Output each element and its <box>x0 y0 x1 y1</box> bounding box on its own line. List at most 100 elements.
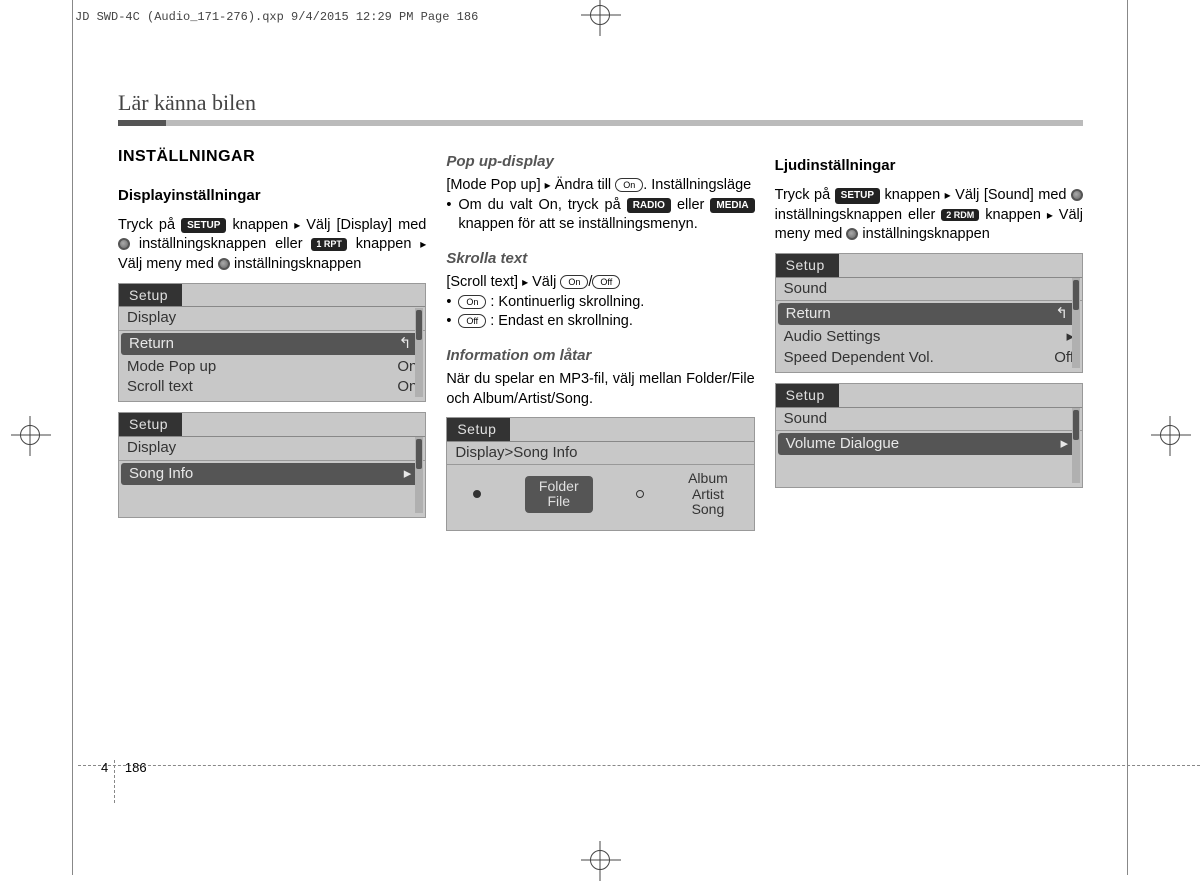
text: Välj [Display] med <box>306 217 426 233</box>
screen-row-selected[interactable]: Return ↰ <box>121 333 419 355</box>
registration-mark-left <box>20 425 40 445</box>
chevron-right-icon: ▸ <box>404 464 412 484</box>
sound-instructions: Tryck på SETUP knappen Välj [Sound] med … <box>775 186 1083 245</box>
on-pill: On <box>458 295 486 309</box>
text: Tryck på <box>118 217 181 233</box>
row-label: Speed Dependent Vol. <box>784 348 934 368</box>
radio-selected-icon[interactable] <box>473 490 481 498</box>
text: Om du valt On, tryck på <box>458 197 626 213</box>
arrow-right-icon <box>545 177 551 193</box>
arrow-right-icon <box>522 274 528 290</box>
heading-song-info: Information om låtar <box>446 346 754 366</box>
screen-row-selected[interactable]: Song Info ▸ <box>121 463 419 485</box>
column-1: INSTÄLLNINGAR Displayinställningar Tryck… <box>118 146 426 541</box>
arrow-right-icon <box>294 217 300 233</box>
screen-row-selected[interactable]: Return ↰ <box>778 303 1076 325</box>
row-value: On <box>397 357 417 377</box>
row-label: Scroll text <box>127 377 193 397</box>
text: knappen <box>356 236 421 252</box>
screen-breadcrumb: Display <box>119 436 425 460</box>
text: Välj meny med <box>118 256 218 272</box>
screen-row-selected[interactable]: Volume Dialogue ▸ <box>778 433 1076 455</box>
screen-tab: Setup <box>776 254 839 277</box>
song-info-text: När du spelar en MP3-fil, välj mellan Fo… <box>446 370 754 409</box>
text: eller <box>677 197 710 213</box>
text: Välj [Sound] med <box>955 187 1071 203</box>
text: Song <box>688 502 728 517</box>
option-folder-file[interactable]: Folder File <box>525 476 593 513</box>
screen-tab: Setup <box>119 284 182 307</box>
screen-breadcrumb: Display>Song Info <box>447 441 753 465</box>
arrow-right-icon <box>420 236 426 252</box>
row-label: Return <box>129 334 174 354</box>
scroll-bullet-off: Off : Endast en skrollning. <box>446 312 754 332</box>
section-title: Lär känna bilen <box>118 90 1083 120</box>
footer-dashed-line <box>78 765 1200 766</box>
knob-icon <box>218 258 230 270</box>
screen-breadcrumb: Sound <box>776 277 1082 301</box>
media-button-label: MEDIA <box>710 198 754 214</box>
scrollbar[interactable] <box>1072 278 1080 368</box>
text: . Inställningsläge <box>643 177 751 193</box>
scroll-text: [Scroll text] Välj On/Off <box>446 273 754 293</box>
page-folio: 4 186 <box>95 760 147 775</box>
rdm-button-label: 2 RDM <box>941 209 979 221</box>
heading-popup: Pop up-display <box>446 152 754 172</box>
text: inställningsknappen eller <box>139 236 312 252</box>
chapter-number: 4 <box>95 760 115 803</box>
text: knappen för att se inställningsmenyn. <box>458 216 697 232</box>
text: Välj <box>532 274 560 290</box>
text: inställningsknappen <box>234 256 361 272</box>
text: knappen <box>233 217 295 233</box>
text: : Endast en skrollning. <box>490 313 633 329</box>
screen-tab: Setup <box>447 418 510 441</box>
row-label: Volume Dialogue <box>786 434 899 454</box>
screen-row[interactable]: Speed Dependent Vol. Off <box>776 348 1082 368</box>
row-label: Audio Settings <box>784 327 881 347</box>
text: Artist <box>688 487 728 502</box>
screen-tab: Setup <box>776 384 839 407</box>
registration-mark-bottom <box>590 850 610 870</box>
knob-icon <box>1071 189 1083 201</box>
display-instructions: Tryck på SETUP knappen Välj [Display] me… <box>118 216 426 275</box>
registration-mark-right <box>1160 425 1180 445</box>
screen-row[interactable]: Mode Pop up On <box>119 357 425 377</box>
arrow-right-icon <box>945 187 951 203</box>
page-number: 186 <box>119 760 147 775</box>
radio-unselected-icon[interactable] <box>636 490 644 498</box>
screen-row[interactable]: Audio Settings ▸ <box>776 327 1082 347</box>
text: Tryck på <box>775 187 835 203</box>
on-pill: On <box>615 178 643 192</box>
text: Folder <box>539 479 579 494</box>
setup-button-label: SETUP <box>835 188 880 204</box>
screen-breadcrumb: Display <box>119 306 425 330</box>
screen-tab: Setup <box>119 413 182 436</box>
text: [Scroll text] <box>446 274 522 290</box>
popup-text: [Mode Pop up] Ändra till On. Inställning… <box>446 176 754 196</box>
text: inställningsknappen eller <box>775 207 942 223</box>
scroll-bullet-on: On : Kontinuerlig skrollning. <box>446 293 754 313</box>
chevron-right-icon: ▸ <box>1060 434 1068 454</box>
heading-display-settings: Displayinställningar <box>118 186 426 206</box>
off-pill: Off <box>458 314 486 328</box>
arrow-right-icon <box>1047 207 1053 223</box>
text: [Mode Pop up] <box>446 177 544 193</box>
scrollbar[interactable] <box>415 308 423 398</box>
text: knappen <box>985 207 1047 223</box>
option-album-artist-song[interactable]: Album Artist Song <box>688 471 728 517</box>
screen-song-info: Setup Display>Song Info Folder File Albu… <box>446 417 754 530</box>
heading-scroll: Skrolla text <box>446 249 754 269</box>
scrollbar[interactable] <box>415 437 423 512</box>
knob-icon <box>846 228 858 240</box>
text: Album <box>688 471 728 486</box>
text: inställningsknappen <box>862 226 989 242</box>
screen-breadcrumb: Sound <box>776 407 1082 431</box>
scrollbar[interactable] <box>1072 408 1080 483</box>
row-label: Return <box>786 304 831 324</box>
popup-bullet: Om du valt On, tryck på RADIO eller MEDI… <box>446 196 754 235</box>
screen-row[interactable]: Scroll text On <box>119 377 425 397</box>
screen-sound-1: Setup Sound Return ↰ Audio Settings ▸ Sp… <box>775 253 1083 373</box>
crop-metadata: JD SWD-4C (Audio_171-276).qxp 9/4/2015 1… <box>75 10 478 24</box>
row-label: Mode Pop up <box>127 357 216 377</box>
heading-settings: INSTÄLLNINGAR <box>118 146 426 168</box>
